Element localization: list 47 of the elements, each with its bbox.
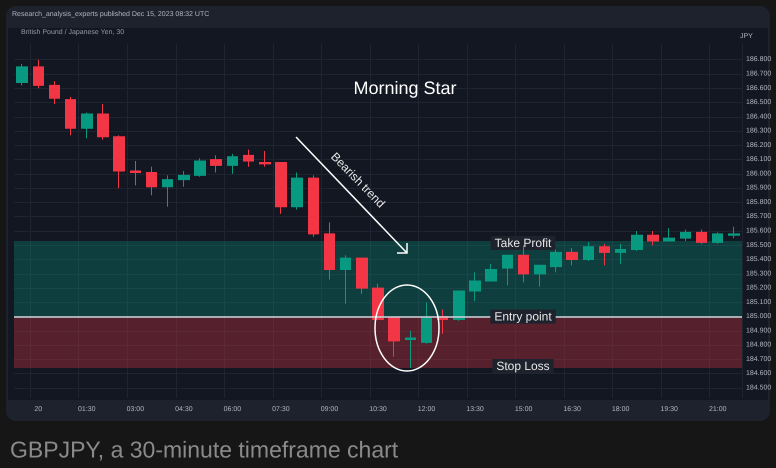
candlestick [308, 174, 319, 238]
candlestick [485, 263, 497, 282]
candlestick [324, 222, 335, 280]
candlestick [81, 112, 93, 139]
candlestick [583, 242, 594, 262]
text: Morning Star [353, 78, 457, 98]
candlestick [16, 63, 28, 86]
candlestick [130, 160, 141, 186]
candlestick [97, 103, 109, 140]
candlestick [550, 249, 562, 273]
candlestick [388, 316, 400, 358]
candlestick [113, 134, 125, 189]
candlestick [566, 248, 578, 266]
candlestick [194, 158, 206, 178]
band-label: Stop Loss [496, 359, 550, 374]
candlestick [647, 230, 659, 246]
candlestick [421, 302, 432, 344]
candlestick [502, 254, 513, 286]
candlestick [599, 243, 610, 266]
candlestick [49, 80, 60, 104]
candlestick [178, 170, 190, 188]
candlestick [680, 229, 691, 242]
band-label: Take Profit [494, 236, 552, 250]
candlestick [162, 174, 173, 208]
candlestick [275, 162, 287, 214]
candlestick [615, 243, 626, 264]
candlestick [65, 96, 76, 136]
candlestick [469, 272, 481, 302]
candlestick [712, 232, 723, 244]
candlestick [227, 153, 238, 174]
candlestick [291, 172, 303, 210]
candlestick [259, 150, 271, 168]
candlestick [210, 154, 222, 173]
candlestick [340, 254, 351, 304]
text: GBPJPY, a 30-minute timeframe chart [10, 436, 399, 462]
candlestick [728, 226, 740, 239]
candlestick [696, 229, 707, 244]
candlestick [146, 166, 157, 196]
candlestick [663, 228, 675, 242]
candlestick [243, 149, 254, 168]
candlestick [453, 290, 465, 322]
candlestick [356, 258, 368, 294]
ref-line-label: Entry point [494, 310, 552, 324]
candlestick [33, 59, 44, 89]
candlestick [405, 330, 416, 369]
candlestick [631, 230, 643, 252]
candlestick [534, 264, 546, 288]
